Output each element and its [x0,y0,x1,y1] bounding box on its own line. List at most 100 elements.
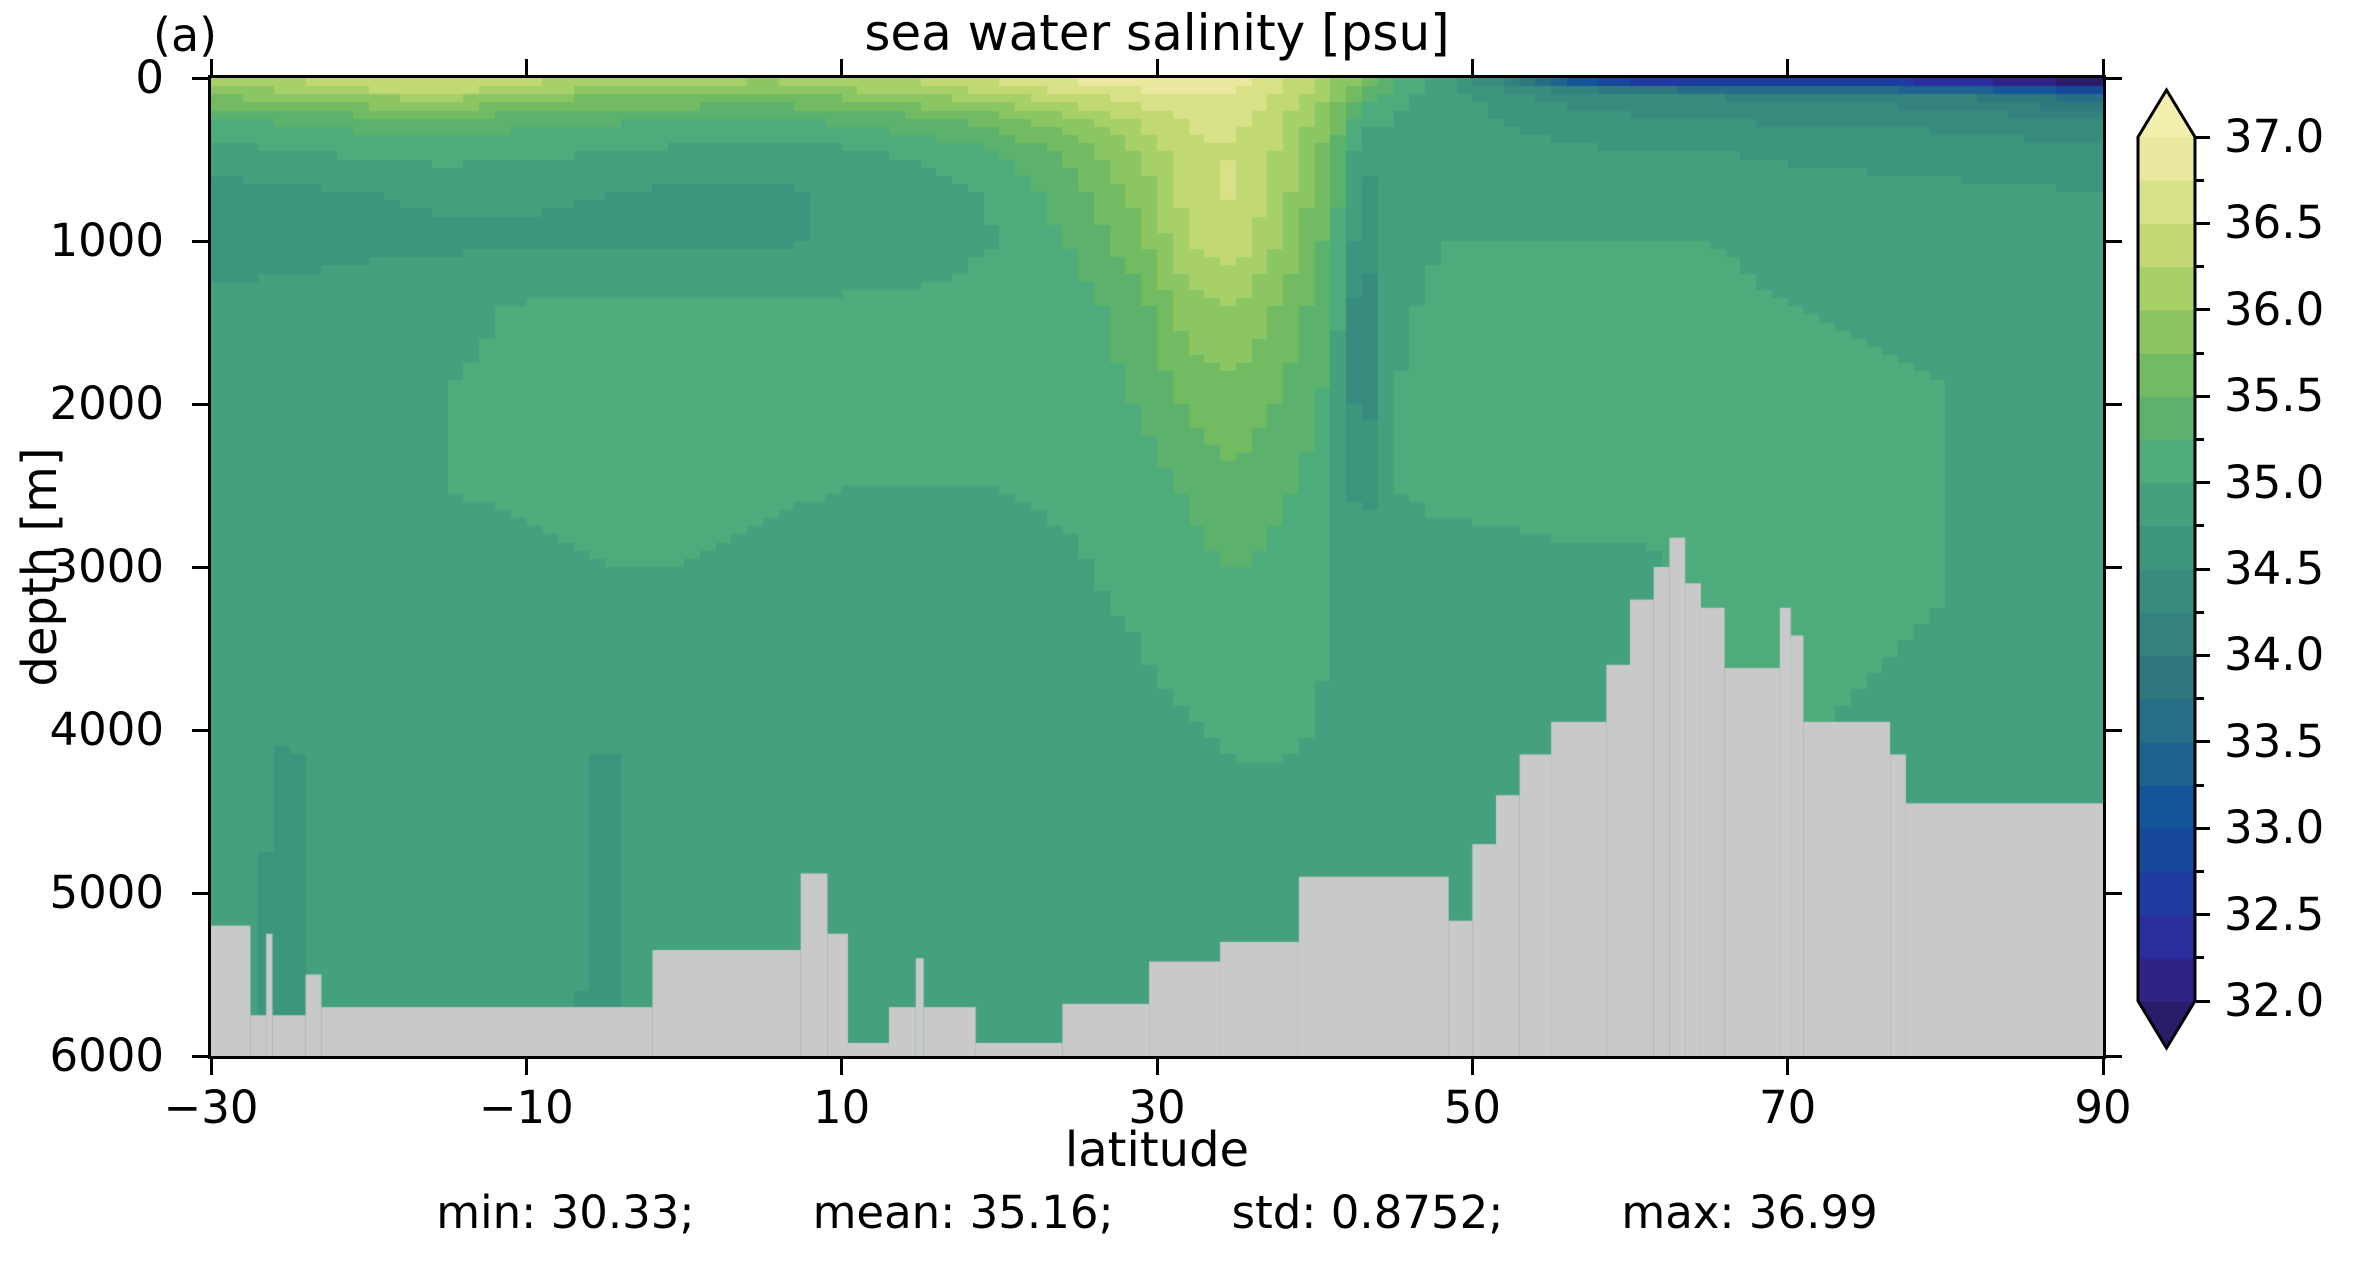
colorbar-tick-major [2196,567,2210,571]
y-tick-left [192,891,208,895]
colorbar-tick-major [2196,913,2210,917]
colorbar-tick-label: 32.0 [2224,974,2325,1027]
colorbar-band [2138,569,2195,613]
x-tick-label: 70 [1759,1081,1817,1134]
x-tick-top [524,59,528,75]
colorbar-tick-label: 36.0 [2224,282,2325,336]
colorbar-band [2138,698,2195,743]
x-tick-top [840,59,844,75]
colorbar-band [2138,396,2195,440]
y-tick-left [192,239,208,243]
x-axis-label: latitude [1064,1122,1250,1178]
y-tick-left [192,728,208,732]
x-tick-bottom [209,1059,213,1075]
colorbar-tick-label: 33.0 [2224,801,2325,855]
y-tick-right [2106,565,2122,569]
y-tick-right [2106,402,2122,406]
colorbar-tick-major [2196,135,2210,139]
colorbar-tick-label: 34.5 [2224,542,2325,595]
colorbar-tick-minor [2196,524,2204,528]
colorbar-tick-major [2196,826,2210,830]
colorbar-tick-label: 36.5 [2224,196,2325,250]
colorbar-tick-minor [2196,178,2204,182]
colorbar-band [2138,741,2195,786]
x-tick-top [1155,59,1159,75]
colorbar-band [2138,871,2195,916]
salinity-field-canvas [211,78,2103,1056]
x-tick-bottom [1786,1059,1790,1075]
stat-std: std: 0.8752; [1231,1186,1504,1239]
colorbar-tick-label: 33.5 [2224,714,2325,768]
colorbar-tick-major [2196,653,2210,657]
colorbar-extend-over [2138,90,2195,137]
colorbar-outline [2136,87,2197,1051]
colorbar-band [2138,957,2195,1002]
colorbar-tick-major [2196,394,2210,398]
x-tick-label: 10 [813,1081,871,1134]
colorbar-band [2138,525,2195,570]
colorbar-band [2138,914,2195,959]
colorbar-band [2138,223,2195,268]
x-tick-label: 90 [2074,1081,2132,1134]
colorbar-tick-minor [2196,351,2204,355]
x-tick-label: 50 [1443,1081,1501,1134]
x-tick-label: −10 [478,1081,574,1134]
stats-line: min: 30.33; mean: 35.16; std: 0.8752; ma… [211,1186,2103,1239]
panel-label: (a) [153,8,218,62]
x-tick-label: 30 [1128,1081,1186,1134]
y-axis-label: depth [m] [12,447,68,687]
colorbar-tick-label: 37.0 [2224,110,2325,163]
colorbar-band [2138,137,2195,181]
colorbar-tick-minor [2196,697,2204,701]
colorbar-tick-major [2196,740,2210,744]
chart-title: sea water salinity [psu] [864,4,1450,62]
x-tick-bottom [1470,1059,1474,1075]
x-tick-top [1786,59,1790,75]
y-tick-label: 6000 [49,1029,164,1082]
colorbar-tick-minor [2196,437,2204,441]
colorbar-band [2138,828,2195,872]
y-tick-left [192,1054,208,1058]
colorbar-band [2138,309,2195,354]
colorbar-tick-label: 35.5 [2224,369,2325,423]
colorbar-tick-label: 35.0 [2224,455,2325,509]
colorbar-tick-label: 32.5 [2224,887,2325,941]
colorbar-extend-under [2138,1001,2195,1048]
x-tick-bottom [1155,1059,1159,1075]
colorbar-band [2138,180,2195,224]
y-tick-left [192,565,208,569]
colorbar-tick-major [2196,999,2210,1003]
colorbar [2136,87,2197,1051]
y-tick-label: 4000 [49,703,164,756]
y-tick-right [2106,891,2122,895]
colorbar-band [2138,785,2195,829]
y-tick-label: 3000 [49,540,164,593]
colorbar-tick-minor [2196,610,2204,614]
x-tick-bottom [840,1059,844,1075]
y-tick-right [2106,1054,2122,1058]
colorbar-tick-major [2196,221,2210,225]
stat-min: min: 30.33; [436,1186,695,1239]
y-tick-label: 0 [135,51,164,104]
colorbar-tick-minor [2196,869,2204,873]
plot-border [208,75,2106,1059]
colorbar-band [2138,655,2195,700]
x-tick-top [1470,59,1474,75]
colorbar-band [2138,353,2195,397]
colorbar-band [2138,612,2195,656]
y-tick-right [2106,239,2122,243]
x-tick-top [209,59,213,75]
colorbar-tick-minor [2196,956,2204,960]
y-tick-left [192,76,208,80]
x-tick-bottom [2101,1059,2105,1075]
y-tick-right [2106,76,2122,80]
x-tick-bottom [524,1059,528,1075]
colorbar-band [2138,482,2195,527]
y-tick-label: 1000 [49,214,164,267]
colorbar-tick-major [2196,481,2210,485]
colorbar-tick-major [2196,308,2210,312]
colorbar-band [2138,266,2195,311]
colorbar-tick-minor [2196,265,2204,269]
x-tick-top [2101,59,2105,75]
